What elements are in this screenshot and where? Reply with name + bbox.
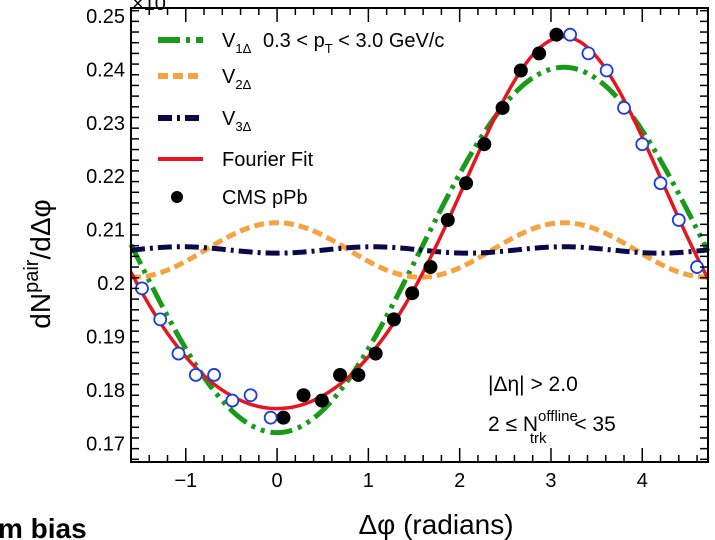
legend-label-v1: V1Δ — [222, 30, 252, 56]
x-axis-title: Δφ (radians) — [358, 509, 513, 540]
data-point-reflected — [263, 410, 278, 425]
legend-label-v2: V2Δ — [222, 66, 252, 92]
x-tick-label: −1 — [174, 470, 197, 492]
legend-pt-range: 0.3 < pT < 3.0 GeV/c — [263, 30, 444, 56]
data-point — [405, 286, 420, 301]
data-point-reflected — [188, 368, 203, 382]
data-point — [386, 312, 401, 327]
data-point — [495, 100, 510, 115]
y-axis-title-main: dN — [25, 293, 56, 329]
data-point — [296, 388, 311, 403]
curve-v3- — [130, 244, 709, 256]
data-point — [549, 27, 564, 42]
legend-label-fit: Fourier Fit — [222, 149, 314, 171]
y-tick-label: 0.2 — [97, 273, 125, 295]
data-point — [276, 410, 291, 425]
partial-caption: m bias — [0, 513, 87, 540]
y-axis-title: dNpair/dΔφ — [21, 199, 56, 328]
y-axis-title-tail: /dΔφ — [25, 199, 56, 259]
y-tick-label: 0.24 — [86, 59, 125, 81]
y-tick-label: 0.17 — [86, 433, 125, 455]
data-point-reflected — [635, 137, 650, 152]
data-point-reflected — [581, 46, 596, 61]
x-tick-label: 2 — [454, 470, 465, 492]
annotation-eta-cut: |Δη| > 2.0 — [488, 373, 578, 396]
data-point-reflected — [243, 388, 258, 403]
data-point-reflected — [599, 63, 614, 78]
legend: V1Δ 0.3 < pT < 3.0 GeV/c V2Δ V3Δ Fourier… — [158, 30, 444, 209]
data-point — [477, 137, 492, 152]
x-tick-label: 1 — [363, 470, 374, 492]
legend-label-cms: CMS pPb — [222, 187, 308, 209]
data-point — [333, 367, 348, 382]
curves-layer — [128, 35, 711, 436]
data-point — [513, 63, 528, 78]
svg-text:dNpair/dΔφ: dNpair/dΔφ — [21, 199, 56, 328]
data-point-reflected — [617, 100, 631, 115]
y-tick-label: 0.23 — [86, 113, 125, 135]
x-tick-label: 0 — [272, 470, 283, 492]
x-tick-label: 3 — [545, 470, 556, 492]
data-point-reflected — [153, 312, 168, 327]
data-point — [368, 346, 383, 361]
data-point — [440, 213, 455, 228]
y-tick-label: 0.21 — [86, 220, 125, 242]
data-point-reflected — [171, 346, 186, 361]
data-point-reflected — [225, 393, 240, 408]
axis-exponent-label: ×10 — [132, 0, 166, 15]
y-tick-label: 0.18 — [86, 380, 125, 402]
data-point — [459, 176, 474, 191]
ticks-layer: −1 0 1 2 3 4 0.17 0.18 0.19 0.2 0.21 0.22 0.23 0.24 0.… — [86, 6, 708, 492]
data-point-reflected — [671, 213, 686, 227]
curve-v2- — [130, 220, 708, 280]
data-point — [423, 260, 438, 275]
data-point — [314, 393, 329, 408]
legend-label-v3: V3Δ — [222, 108, 252, 134]
data-point-reflected — [563, 27, 578, 42]
y-tick-label: 0.25 — [86, 6, 125, 28]
data-point-reflected — [653, 176, 668, 191]
annotation-ntrk: 2 ≤ Noffline trk < 35 — [488, 408, 616, 447]
curve-fourier-fit — [129, 35, 710, 411]
y-tick-label: 0.19 — [86, 326, 125, 348]
points-layer — [135, 27, 704, 425]
data-point-reflected — [207, 368, 221, 382]
x-tick-label: 4 — [637, 470, 648, 492]
legend-marker-cms — [171, 191, 183, 203]
y-axis-title-sup: pair — [21, 259, 43, 293]
data-point — [532, 46, 547, 61]
y-tick-label: 0.22 — [86, 166, 125, 188]
data-point — [351, 367, 366, 382]
